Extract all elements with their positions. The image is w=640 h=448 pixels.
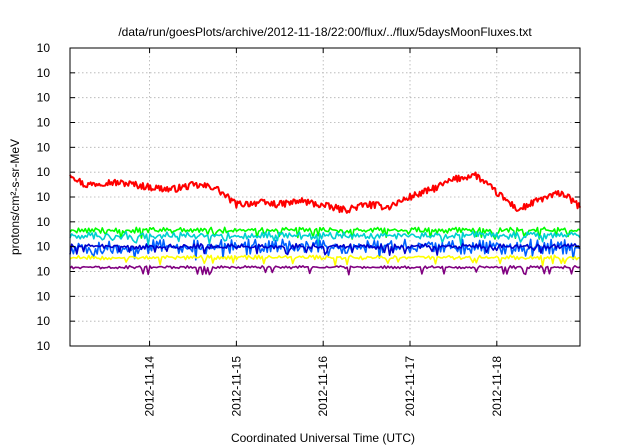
y-tick-label: 10 [37, 240, 51, 254]
y-tick-label: 10 [37, 265, 51, 279]
y-tick-label: 10 [37, 339, 51, 353]
series-line [69, 254, 581, 267]
x-tick-label: 2012-11-18 [490, 356, 504, 417]
y-tick-label: 10 [37, 289, 51, 303]
y-axis: 10-610-510-410-310-210-11001011021031041… [37, 41, 580, 353]
y-axis-label: protons/cm²-s-sr-MeV [8, 139, 22, 255]
y-tick-label: 10 [37, 41, 51, 55]
y-tick-label: 10 [37, 215, 51, 229]
y-tick-label: 10 [37, 165, 51, 179]
y-tick-label: 10 [37, 190, 51, 204]
series-line [69, 226, 581, 240]
series-line [69, 230, 581, 246]
y-tick-label: 10 [37, 116, 51, 130]
y-tick-label: 10 [37, 91, 51, 105]
y-tick-label: 10 [37, 66, 51, 80]
x-tick-label: 2012-11-15 [229, 356, 243, 417]
y-tick-label: 10 [37, 140, 51, 154]
x-axis-label: Coordinated Universal Time (UTC) [231, 431, 415, 445]
series-layer [69, 171, 581, 276]
x-tick-label: 2012-11-14 [143, 356, 157, 417]
series-line [69, 171, 581, 214]
series-line [69, 265, 581, 276]
x-tick-label: 2012-11-16 [316, 356, 330, 417]
x-tick-label: 2012-11-17 [403, 356, 417, 417]
series-line [69, 243, 581, 256]
y-tick-label: 10 [37, 314, 51, 328]
chart-title: /data/run/goesPlots/archive/2012-11-18/2… [118, 25, 532, 39]
x-axis: 2012-11-14 2012-11-15 2012-11-16 2012-11-17… [143, 48, 504, 417]
